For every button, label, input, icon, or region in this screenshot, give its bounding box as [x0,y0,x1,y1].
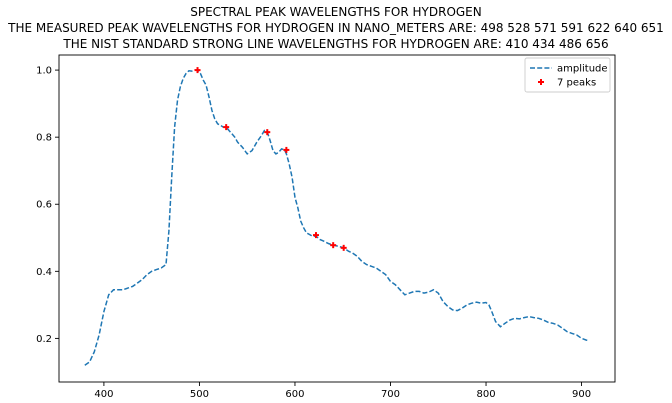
x-tick-label: 900 [572,389,591,400]
legend-entry: 7 peaks [538,78,596,89]
series-line-amplitude [84,69,590,366]
plot-area [84,67,590,366]
legend-label: 7 peaks [557,78,596,89]
y-tick-label: 0.6 [36,200,52,211]
peak-marker [340,244,347,251]
legend-entry: amplitude [530,64,608,75]
chart-subtitle-measured: THE MEASURED PEAK WAVELENGTHS FOR HYDROG… [8,21,664,35]
x-tick-label: 400 [94,389,113,400]
x-tick-label: 600 [285,389,304,400]
legend-marker-swatch [538,79,544,85]
chart-subtitle-nist: THE NIST STANDARD STRONG LINE WAVELENGTH… [63,37,609,51]
peak-marker [194,67,201,74]
y-tick-label: 0.2 [36,334,52,345]
peak-marker [330,242,337,249]
peak-marker [312,232,319,239]
axes-frame [58,54,616,383]
legend-label: amplitude [557,64,608,75]
y-tick-label: 0.8 [36,133,52,144]
x-tick-label: 700 [381,389,400,400]
x-tick-label: 800 [476,389,495,400]
peak-marker [264,129,271,136]
peak-marker [283,146,290,153]
legend: amplitude 7 peaks [524,57,611,93]
y-tick-label: 1.0 [36,66,52,77]
chart-title-block: SPECTRAL PEAK WAVELENGTHS FOR HYDROGEN T… [0,4,672,52]
x-tick-label: 500 [190,389,209,400]
peak-marker [223,124,230,131]
axes: 400 500 600 700 800 900 0.2 0.4 0.6 0.8 1.0 [36,54,616,400]
legend-box [524,57,611,93]
chart-title: SPECTRAL PEAK WAVELENGTHS FOR HYDROGEN [190,5,482,19]
y-tick-label: 0.4 [36,267,52,278]
